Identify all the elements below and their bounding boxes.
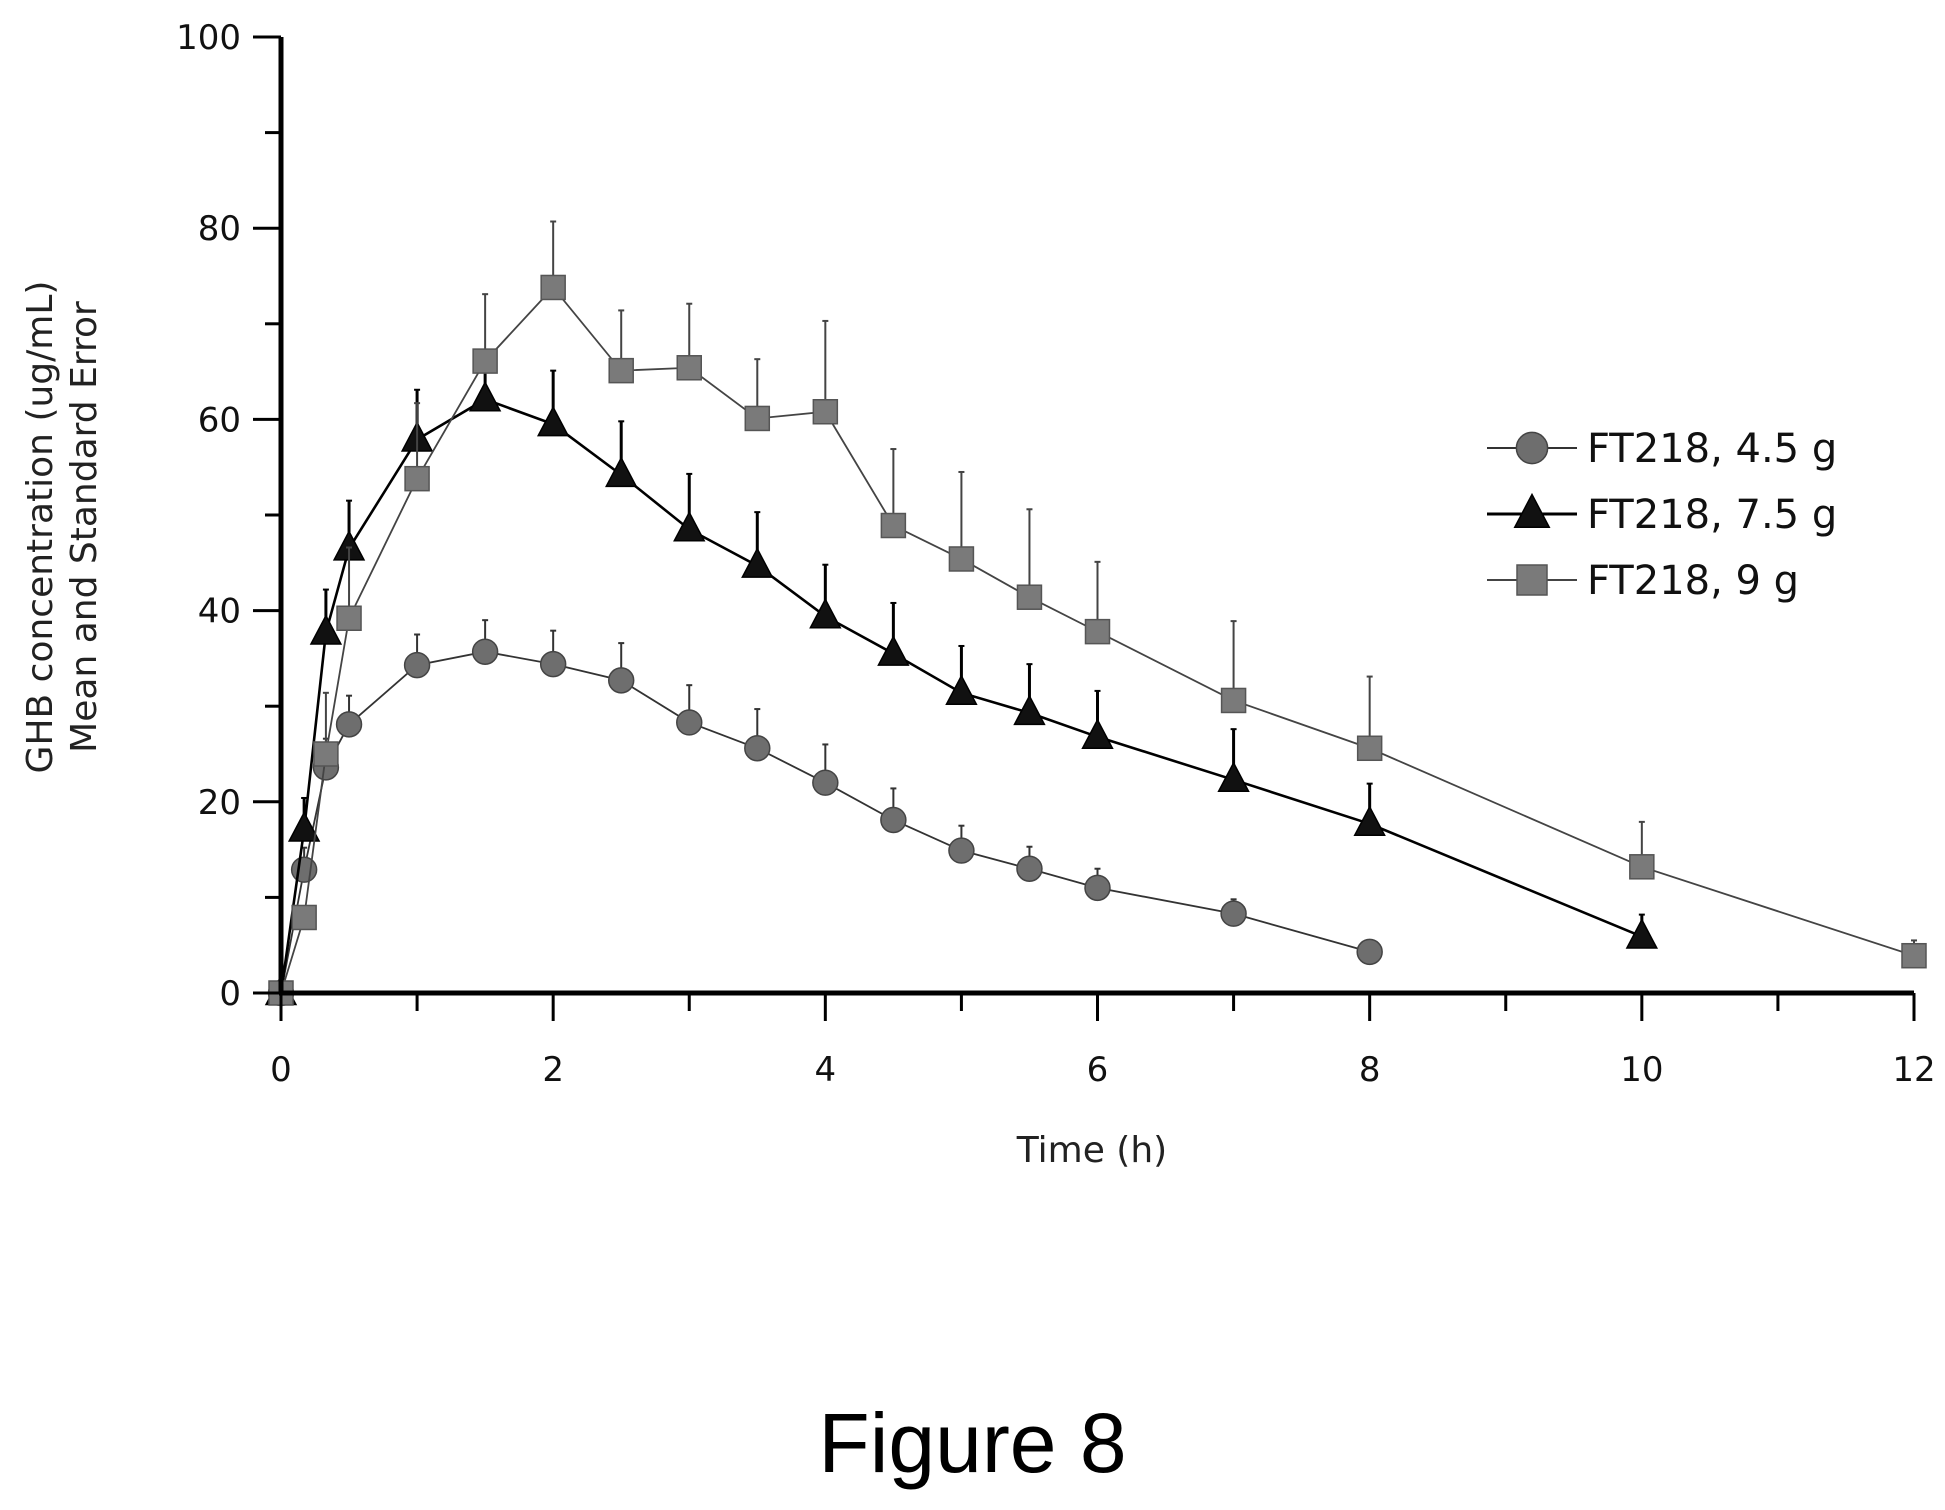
data-point — [540, 274, 566, 301]
data-point — [291, 904, 317, 931]
data-point — [877, 635, 910, 666]
series-1 — [267, 619, 1383, 1007]
x-tick-label: 6 — [1087, 1050, 1109, 1090]
data-point — [1084, 874, 1111, 902]
chart: 0 20 40 60 80 100 0 2 4 6 8 10 12 Time (h) GHB conce… — [20, 18, 1936, 1171]
data-point — [948, 837, 975, 864]
data-point — [1084, 618, 1111, 645]
legend-label: FT218, 9 g — [1587, 558, 1799, 604]
x-tick-label: 12 — [1892, 1050, 1935, 1090]
x-tick-label: 2 — [542, 1050, 564, 1090]
data-point — [404, 465, 430, 492]
legend-item-1: FT218, 4.5 g — [1487, 426, 1837, 472]
legend-item-2: FT218, 7.5 g — [1487, 492, 1837, 538]
data-point — [945, 674, 978, 706]
legend: FT218, 4.5 g FT218, 7.5 g FT218, 9 g — [1487, 426, 1837, 604]
y-axis-title-line-2: Mean and Standard Error — [64, 301, 105, 753]
legend-item-3: FT218, 9 g — [1487, 558, 1799, 604]
y-tick-label: 80 — [198, 209, 241, 249]
data-point — [1016, 584, 1043, 610]
data-point — [336, 605, 362, 631]
data-point — [1220, 687, 1247, 714]
data-point — [676, 709, 703, 736]
data-point — [1016, 855, 1043, 882]
legend-marker — [1516, 564, 1548, 596]
data-point — [676, 355, 702, 381]
data-point — [1625, 918, 1659, 949]
data-point — [608, 357, 634, 384]
data-point — [605, 456, 638, 488]
y-tick-label: 40 — [198, 592, 241, 632]
data-point — [948, 546, 975, 572]
y-tick-label: 60 — [198, 400, 241, 440]
y-axis-title-line-1: GHB concentration (ug/mL) — [20, 281, 61, 774]
data-point — [607, 667, 635, 694]
y-axis-title: GHB concentration (ug/mL) Mean and Stand… — [20, 281, 105, 774]
series-line — [280, 650, 1370, 994]
data-point — [741, 547, 774, 578]
data-point — [812, 769, 839, 796]
series-2 — [264, 367, 1659, 1006]
x-tick-label: 10 — [1620, 1050, 1663, 1090]
x-axis-title: Time (h) — [1016, 1130, 1167, 1171]
series-3 — [268, 220, 1927, 1006]
figure-caption: Figure 8 — [818, 1396, 1127, 1490]
x-tick-label: 8 — [1359, 1050, 1381, 1090]
data-point — [290, 856, 318, 883]
legend-label: FT218, 4.5 g — [1587, 426, 1837, 472]
data-point — [1217, 761, 1250, 793]
data-point — [1356, 938, 1383, 966]
data-point — [313, 741, 339, 767]
y-tick-label: 100 — [176, 18, 241, 58]
data-point — [335, 711, 363, 738]
legend-label: FT218, 7.5 g — [1587, 492, 1837, 538]
data-point — [812, 399, 839, 425]
data-point — [539, 650, 567, 678]
data-point — [1901, 942, 1927, 969]
data-point — [880, 512, 907, 539]
legend-marker — [1513, 492, 1551, 528]
data-point — [1220, 900, 1247, 927]
series-line — [279, 397, 1643, 994]
axes: 0 20 40 60 80 100 0 2 4 6 8 10 12 — [176, 18, 1936, 1090]
data-point — [471, 638, 499, 665]
data-point — [673, 510, 706, 542]
data-point — [1081, 718, 1114, 750]
data-point — [468, 380, 502, 412]
data-point — [536, 405, 570, 437]
data-point — [880, 806, 907, 834]
data-point — [472, 348, 498, 374]
data-point — [403, 651, 431, 679]
x-tick-label: 0 — [270, 1050, 292, 1090]
data-point — [744, 735, 771, 762]
data-point — [1356, 735, 1383, 762]
data-point — [1013, 694, 1046, 726]
data-point — [309, 614, 343, 645]
data-point — [744, 405, 771, 432]
y-tick-label: 20 — [198, 783, 241, 823]
plot-area — [264, 220, 1927, 1007]
data-point — [1353, 805, 1386, 837]
x-tick-label: 4 — [815, 1050, 837, 1090]
data-point — [1629, 854, 1655, 880]
data-point — [287, 810, 321, 842]
y-tick-label: 0 — [219, 974, 241, 1014]
data-point — [809, 597, 842, 629]
legend-marker — [1515, 431, 1549, 465]
